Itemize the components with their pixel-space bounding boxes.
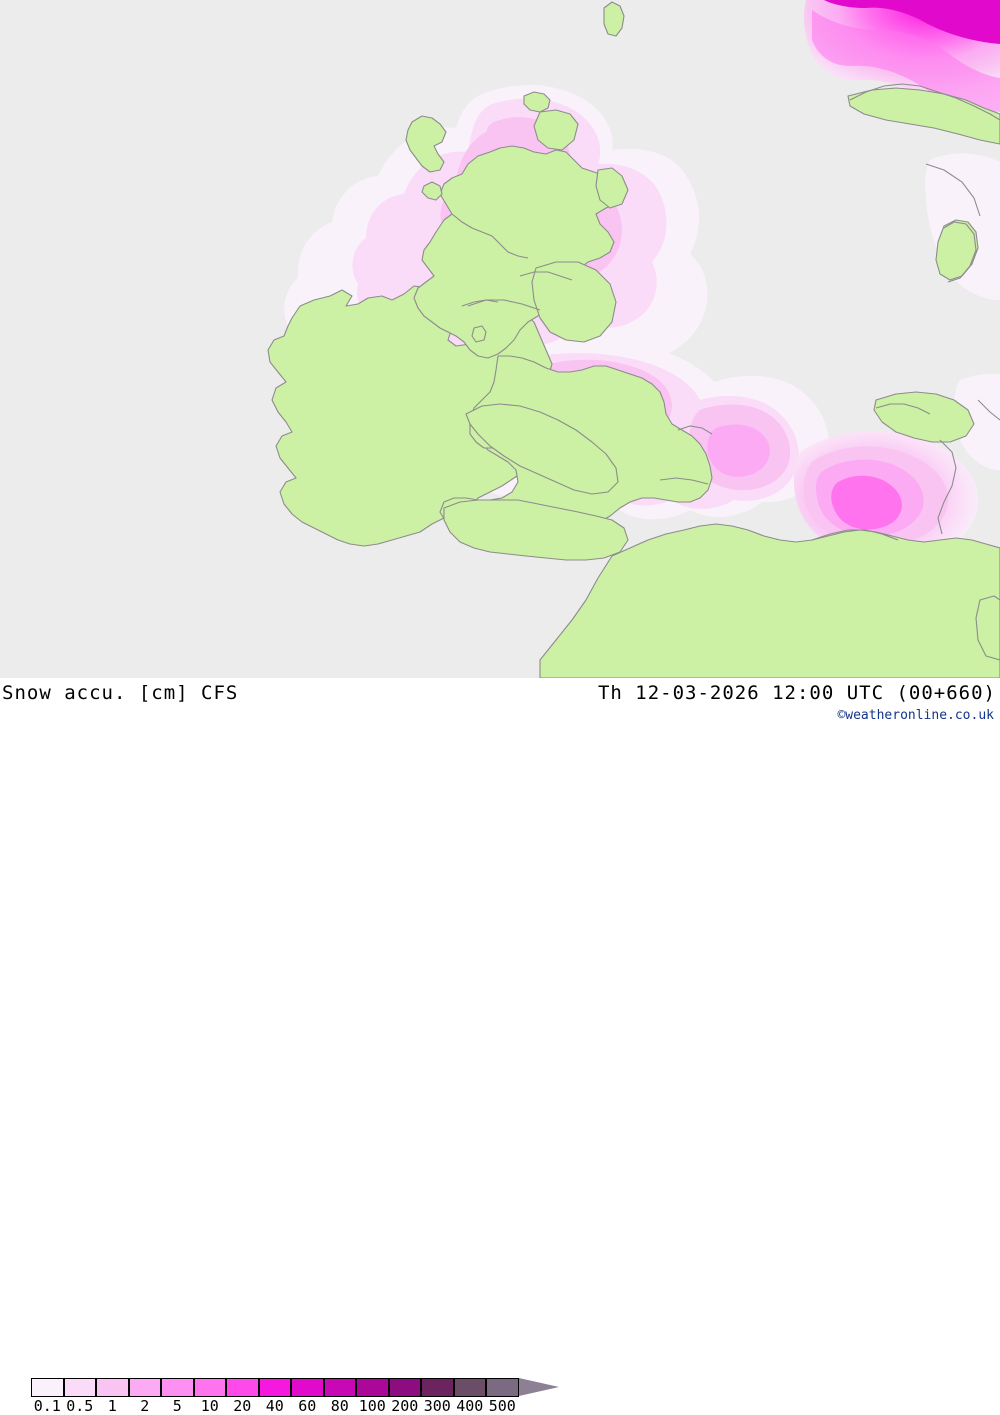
color-bar-segment-13[interactable] [453,1378,486,1397]
coast-thames [659,477,709,485]
land-shetland [603,1,625,37]
color-bar-segment-5[interactable] [193,1378,226,1397]
land-outer-hebrides-south [421,181,443,201]
copyright-label: ©weatheronline.co.uk [837,708,994,723]
coastline-overlay [451,83,1000,541]
valid-time-label: Th 12-03-2026 12:00 UTC (00+660) [597,682,996,704]
color-bar-legend[interactable] [31,1378,559,1397]
color-bar-segment-9[interactable] [323,1378,356,1397]
border-belgium-france [811,529,899,541]
land-se-edge-green [975,595,1000,661]
color-bar-segment-4[interactable] [161,1378,194,1397]
color-bar-segment-14[interactable] [486,1378,519,1397]
color-bar-segment-2[interactable] [96,1378,129,1397]
snow-band-scandinavia-40 [812,10,1000,112]
coast-denmark [943,221,977,283]
color-bar-segment-6[interactable] [226,1378,259,1397]
color-bar-segment-7[interactable] [258,1378,291,1397]
coast-solway [461,299,499,307]
snow-area-denmark-edge [954,373,1000,470]
land-ne-scotland-green [595,167,629,209]
land-ne-england-green [531,261,617,343]
color-bar-tick-500: 500 [488,1397,516,1415]
coast-rhine-delta [875,403,931,415]
map-footer: Snow accu. [cm] CFS Th 12-03-2026 12:00 … [0,678,1000,1415]
color-bar-segment-8[interactable] [291,1378,324,1397]
map-canvas [0,0,1000,678]
color-bar-segment-3[interactable] [128,1378,161,1397]
border-netherlands-germany [937,439,957,535]
map-title: Snow accu. [cm] CFS [2,682,239,704]
snow-accumulation-map[interactable] [0,0,1000,678]
color-bar-arrow-icon [518,1378,559,1396]
color-bar-segment-11[interactable] [388,1378,421,1397]
color-bar-segment-1[interactable] [63,1378,96,1397]
snow-area-east-anglia-2 [707,424,770,477]
land-layer [267,1,1000,678]
snow-core-scandinavia-100 [824,0,1000,44]
color-bar-segment-0[interactable] [31,1378,64,1397]
border-germany-east [977,399,1000,421]
coast-right-edge [925,163,981,217]
coast-norway-fjords [849,83,1000,121]
coast-scotland-detail [451,213,529,259]
land-orkney [523,91,551,113]
land-norway-green [847,87,1000,145]
land-outer-hebrides [405,115,447,173]
land-wales-green [465,403,619,495]
border-england-scotland [467,299,541,311]
snow-core-netherlands-5 [831,475,902,530]
land-caithness-green [533,109,579,151]
land-isle-of-man [471,325,487,343]
coast-wash [677,425,713,435]
color-bar-segment-12[interactable] [421,1378,454,1397]
coast-firth-of-forth [519,271,573,281]
color-bar-segment-10[interactable] [356,1378,389,1397]
